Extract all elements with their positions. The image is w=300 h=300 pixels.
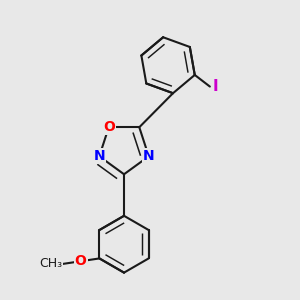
Text: CH₃: CH₃ [39,257,62,270]
Text: O: O [75,254,86,268]
Text: N: N [94,149,105,163]
Text: I: I [213,79,218,94]
Text: N: N [143,149,154,163]
Text: O: O [103,120,115,134]
